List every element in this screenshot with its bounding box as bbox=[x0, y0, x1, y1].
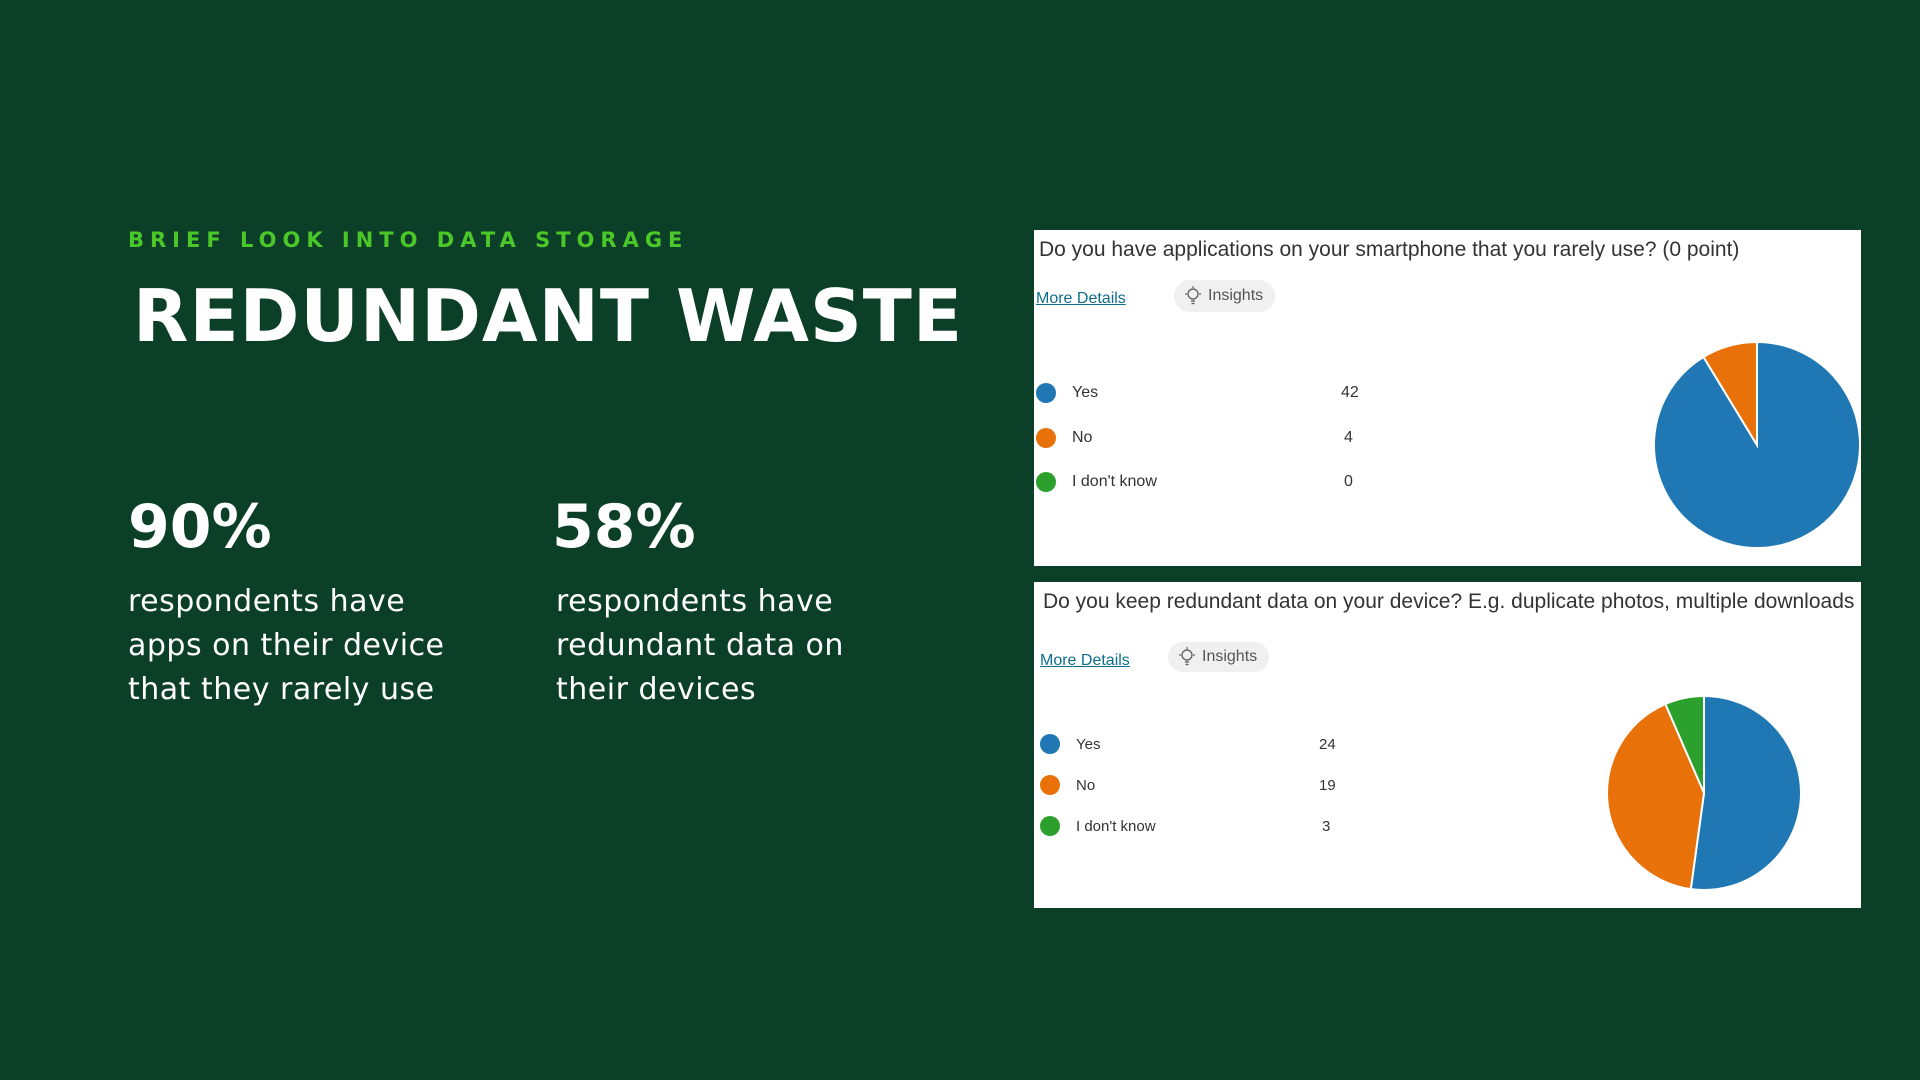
legend-dot bbox=[1040, 734, 1060, 754]
legend-dot bbox=[1040, 775, 1060, 795]
legend-value: 4 bbox=[1344, 429, 1353, 446]
legend-value: 42 bbox=[1341, 384, 1359, 401]
pie-slice-no bbox=[1606, 702, 1706, 891]
legend-item-yes: Yes 42 bbox=[1036, 381, 1359, 405]
stat-line: respondents have bbox=[128, 584, 406, 619]
pie-slice-no bbox=[1702, 340, 1758, 449]
legend-value: 3 bbox=[1322, 817, 1331, 835]
survey-card-data: Do you keep redundant data on your devic… bbox=[1034, 582, 1861, 908]
legend-value: 24 bbox=[1319, 735, 1336, 753]
lightbulb-icon bbox=[1179, 647, 1195, 666]
legend-dot bbox=[1036, 428, 1056, 448]
legend-dot bbox=[1040, 816, 1060, 836]
question-title: Do you have applications on your smartph… bbox=[1039, 238, 1740, 261]
stat-line: their devices bbox=[556, 672, 757, 707]
pie-slice-dont-know bbox=[1664, 694, 1705, 794]
stat-apps: 90% respondents have apps on their devic… bbox=[128, 492, 488, 712]
legend-label: No bbox=[1076, 776, 1096, 794]
legend-item-no: No 19 bbox=[1040, 773, 1336, 797]
stat-data: 58% respondents have redundant data on t… bbox=[552, 492, 912, 712]
more-details-link[interactable]: More Details bbox=[1040, 652, 1130, 669]
legend-dot bbox=[1036, 472, 1056, 492]
legend-label: Yes bbox=[1076, 735, 1101, 753]
stat-value: 90% bbox=[128, 492, 272, 562]
stat-description: respondents have redundant data on their… bbox=[552, 580, 912, 712]
insights-label: Insights bbox=[1202, 648, 1258, 665]
eyebrow-label: BRIEF LOOK INTO DATA STORAGE bbox=[128, 228, 689, 252]
legend-item-dont-know: I don't know 0 bbox=[1036, 470, 1353, 494]
legend-item-yes: Yes 24 bbox=[1040, 732, 1336, 756]
legend-value: 0 bbox=[1344, 473, 1353, 490]
stat-line: redundant data on bbox=[556, 628, 844, 663]
stat-line: respondents have bbox=[556, 584, 834, 619]
pie-chart bbox=[1653, 340, 1861, 549]
legend-item-dont-know: I don't know 3 bbox=[1040, 814, 1330, 838]
lightbulb-icon bbox=[1185, 286, 1201, 305]
pie-slice-yes bbox=[1689, 694, 1802, 891]
stat-value: 58% bbox=[552, 492, 696, 562]
slide-title: REDUNDANT WASTE bbox=[133, 274, 964, 358]
question-title: Do you keep redundant data on your devic… bbox=[1043, 590, 1855, 613]
more-details-link[interactable]: More Details bbox=[1036, 290, 1126, 307]
legend-label: I don't know bbox=[1076, 817, 1156, 835]
legend-label: I don't know bbox=[1072, 473, 1157, 490]
insights-label: Insights bbox=[1208, 287, 1264, 304]
insights-button[interactable]: Insights bbox=[1168, 642, 1270, 672]
legend-value: 19 bbox=[1319, 776, 1336, 794]
legend-item-no: No 4 bbox=[1036, 426, 1353, 450]
legend-label: No bbox=[1072, 429, 1093, 446]
stat-line: apps on their device bbox=[128, 628, 445, 663]
legend-dot bbox=[1036, 383, 1056, 403]
survey-card-apps: Do you have applications on your smartph… bbox=[1034, 230, 1861, 566]
pie-chart bbox=[1606, 694, 1802, 891]
legend-label: Yes bbox=[1072, 384, 1099, 401]
stat-line: that they rarely use bbox=[128, 672, 435, 707]
insights-button[interactable]: Insights bbox=[1174, 280, 1276, 312]
stat-description: respondents have apps on their device th… bbox=[128, 580, 488, 712]
